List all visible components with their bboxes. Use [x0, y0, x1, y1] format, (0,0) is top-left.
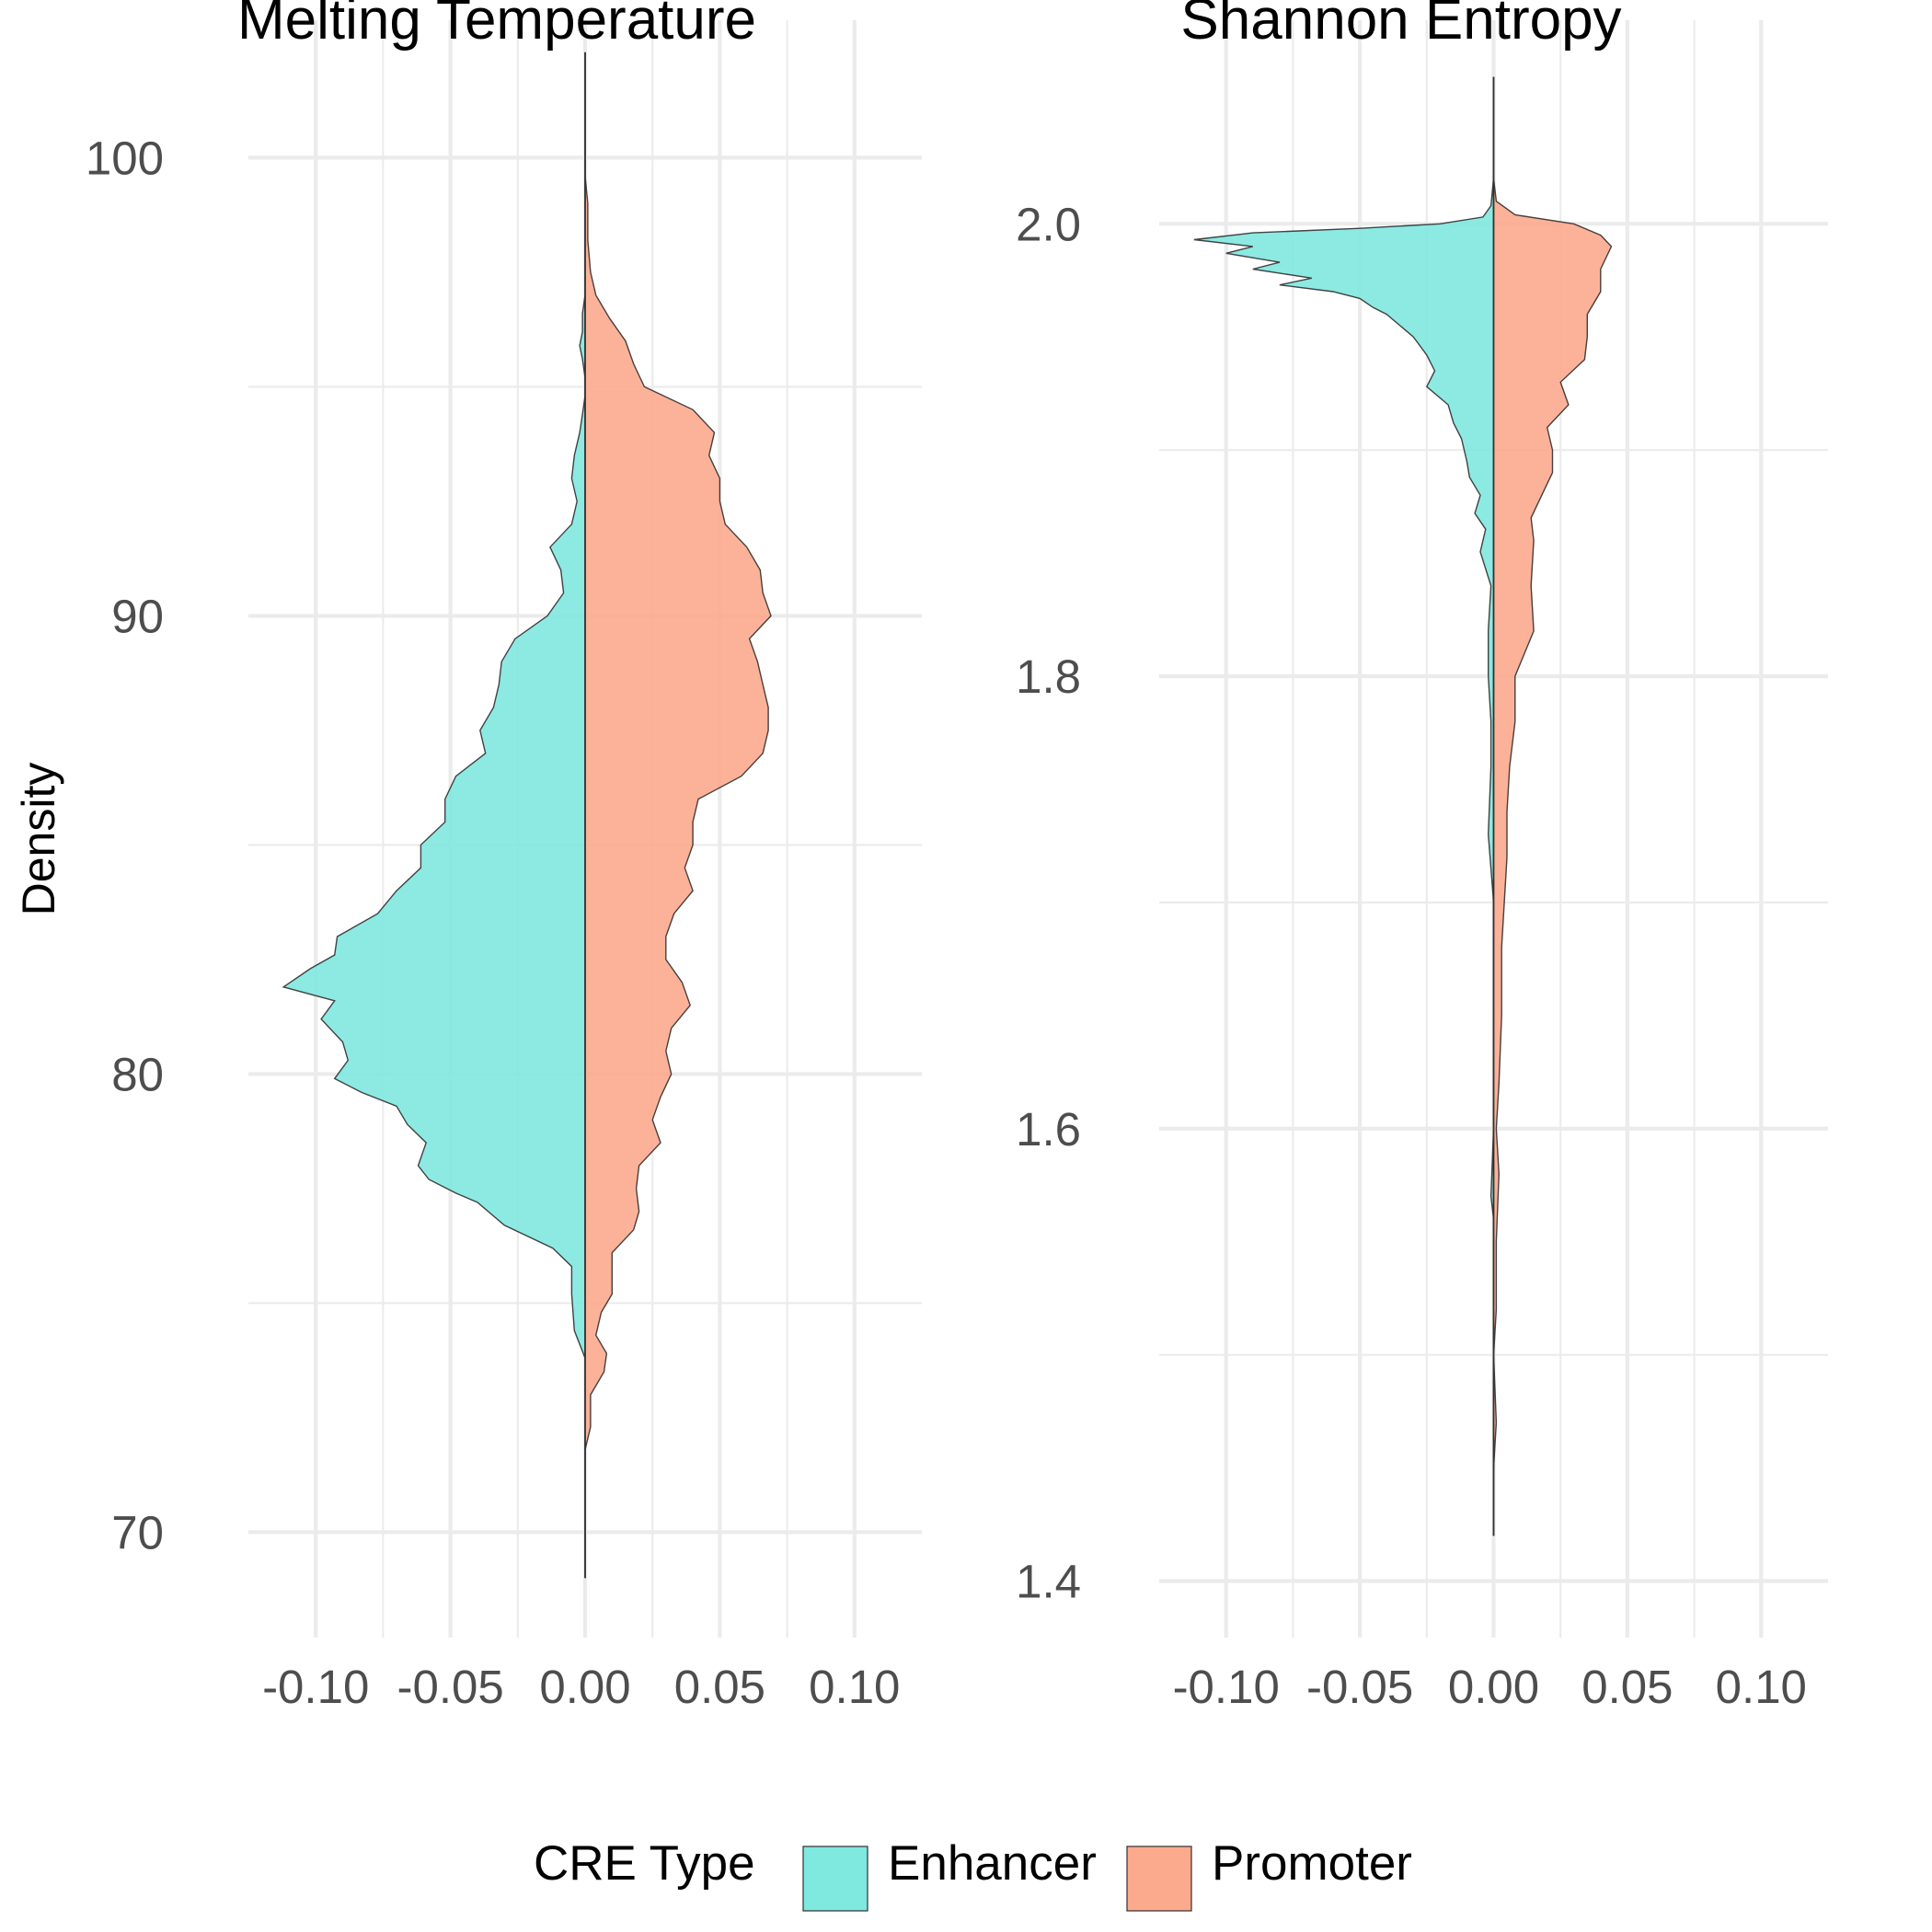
- y-tick-label: 1.4: [1016, 1556, 1081, 1608]
- x-tick-label: 0.05: [674, 1661, 765, 1713]
- legend-title: CRE Type: [534, 1836, 755, 1891]
- panel-title-shannon-entropy: Shannon Entropy: [1180, 0, 1621, 52]
- y-ticks-melting-temperature: 70 80 90 100: [86, 132, 164, 1558]
- legend-key-promoter: [1126, 1846, 1192, 1912]
- legend-label-enhancer: Enhancer: [888, 1836, 1097, 1891]
- panel-shannon-entropy: 1.4 1.6 1.8 2.0 -0.10 -0.05 0.00 0.05 0.10 Shan…: [1016, 0, 1828, 1713]
- x-tick-label: 0.00: [1448, 1661, 1539, 1713]
- y-tick-label: 80: [111, 1048, 164, 1100]
- x-tick-label: 0.10: [809, 1661, 900, 1713]
- panel-title-melting-temperature: Melting Temperature: [237, 0, 756, 52]
- x-ticks-melting-temperature: -0.10 -0.05 0.00 0.05 0.10: [262, 1661, 900, 1713]
- x-tick-label: -0.05: [397, 1661, 503, 1713]
- x-tick-label: -0.10: [262, 1661, 369, 1713]
- violin-enhancer-melting-temperature: [282, 52, 586, 1579]
- violin-promoter-melting-temperature: [584, 52, 772, 1579]
- x-tick-label: 0.10: [1716, 1661, 1807, 1713]
- violin-promoter-shannon-entropy: [1492, 76, 1613, 1536]
- panel-melting-temperature: 70 80 90 100 -0.10 -0.05 0.00 0.05 0.10 Melting…: [86, 0, 922, 1713]
- legend: CRE Type Enhancer Promoter: [534, 1836, 1412, 1912]
- y-ticks-shannon-entropy: 1.4 1.6 1.8 2.0: [1016, 198, 1081, 1607]
- y-tick-label: 2.0: [1016, 198, 1081, 250]
- x-tick-label: -0.10: [1173, 1661, 1280, 1713]
- legend-label-promoter: Promoter: [1212, 1836, 1412, 1891]
- legend-key-enhancer: [802, 1846, 868, 1912]
- y-tick-label: 100: [86, 132, 164, 184]
- y-tick-label: 1.6: [1016, 1103, 1081, 1156]
- x-tick-label: 0.05: [1581, 1661, 1673, 1713]
- x-tick-label: -0.05: [1306, 1661, 1413, 1713]
- violin-enhancer-shannon-entropy: [1193, 76, 1495, 1536]
- y-tick-label: 1.8: [1016, 650, 1081, 703]
- y-axis-title: Density: [13, 763, 64, 916]
- violins-shannon-entropy: [1193, 76, 1613, 1536]
- x-ticks-shannon-entropy: -0.10 -0.05 0.00 0.05 0.10: [1173, 1661, 1807, 1713]
- violins-melting-temperature: [282, 52, 772, 1579]
- y-tick-label: 90: [111, 590, 164, 642]
- x-tick-label: 0.00: [539, 1661, 630, 1713]
- y-tick-label: 70: [111, 1506, 164, 1558]
